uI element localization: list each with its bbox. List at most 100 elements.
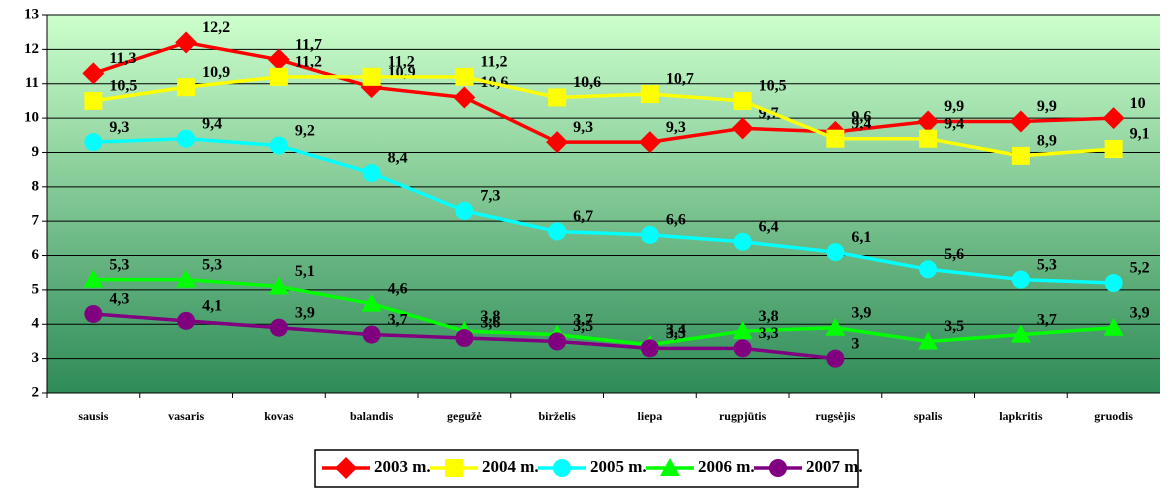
value-label: 10,5 [759, 78, 787, 95]
y-tick-label: 8 [32, 178, 40, 194]
point [546, 131, 569, 154]
x-tick-label: rugsėjis [815, 409, 855, 423]
value-label: 3,5 [944, 318, 964, 335]
point [269, 318, 288, 337]
y-tick-label: 3 [32, 350, 40, 366]
value-label: 12,2 [202, 19, 230, 36]
value-label: 4,6 [388, 280, 408, 297]
point [83, 269, 104, 288]
value-label: 3,7 [388, 311, 408, 328]
point [638, 131, 661, 154]
legend-label: 2005 m. [590, 457, 647, 476]
value-label: 11,2 [480, 54, 507, 71]
y-tick-label: 4 [32, 316, 40, 332]
value-label: 5,1 [295, 263, 315, 280]
value-label: 3 [851, 335, 859, 352]
point [918, 331, 939, 350]
point [919, 129, 938, 148]
point [82, 62, 105, 85]
point [268, 276, 289, 295]
legend-marker [553, 459, 571, 477]
point [177, 311, 196, 330]
value-label: 10,5 [109, 78, 137, 95]
y-tick-label: 7 [32, 213, 40, 229]
y-tick-label: 10 [24, 110, 39, 126]
point [1010, 324, 1031, 343]
point [733, 232, 752, 251]
point [453, 86, 476, 109]
point [176, 269, 197, 288]
y-tick-label: 6 [32, 247, 40, 263]
point [362, 67, 381, 86]
value-label: 11,7 [295, 36, 322, 53]
point [826, 243, 845, 262]
value-label: 9,6 [851, 109, 871, 126]
point [733, 91, 752, 110]
value-label: 3,5 [573, 318, 593, 335]
value-label: 3,9 [1130, 304, 1150, 321]
value-label: 11,2 [295, 54, 322, 71]
x-tick-label: balandis [350, 409, 394, 423]
value-label: 4,1 [202, 298, 222, 315]
value-label: 7,3 [480, 188, 500, 205]
point [1103, 317, 1124, 336]
value-label: 5,3 [202, 256, 222, 273]
point [455, 201, 474, 220]
value-label: 8,4 [388, 150, 408, 167]
legend-label: 2007 m. [806, 457, 863, 476]
point [640, 225, 659, 244]
value-label: 9,2 [295, 122, 315, 139]
point [269, 67, 288, 86]
legend-label: 2004 m. [482, 457, 539, 476]
x-tick-label: vasaris [168, 409, 204, 423]
value-label: 6,1 [851, 229, 871, 246]
value-label: 9,9 [1037, 98, 1057, 115]
point [267, 48, 290, 71]
point [548, 88, 567, 107]
value-label: 9,1 [1130, 126, 1150, 143]
point [826, 349, 845, 368]
value-label: 9,4 [202, 115, 222, 132]
point [1011, 146, 1030, 165]
value-label: 3,8 [480, 308, 500, 325]
y-tick-label: 2 [32, 384, 40, 400]
point [177, 129, 196, 148]
point [733, 339, 752, 358]
x-tick-label: gegužė [447, 409, 482, 423]
value-label: 5,2 [1130, 260, 1150, 277]
point [1104, 274, 1123, 293]
value-label: 9,3 [109, 119, 129, 136]
value-label: 3,4 [666, 322, 686, 339]
series-line [92, 40, 1114, 144]
point [361, 293, 382, 312]
legend-marker [660, 458, 680, 476]
value-label: 9,3 [666, 119, 686, 136]
point [917, 110, 940, 133]
legend-marker [445, 459, 463, 477]
value-label: 9,9 [944, 98, 964, 115]
point [362, 164, 381, 183]
point [1011, 270, 1030, 289]
value-label: 3,7 [1037, 311, 1057, 328]
value-label: 9,4 [944, 115, 964, 132]
legend-label: 2006 m. [698, 457, 755, 476]
series-line [93, 277, 1114, 347]
value-label: 3,7 [573, 311, 593, 328]
value-label: 11,2 [388, 54, 415, 71]
point [548, 332, 567, 351]
x-tick-label: birželis [538, 409, 576, 423]
value-label: 10,9 [202, 64, 230, 81]
point [177, 78, 196, 97]
x-tick-label: lapkritis [999, 409, 1043, 423]
point [825, 317, 846, 336]
point [640, 85, 659, 104]
point [84, 91, 103, 110]
y-tick-label: 9 [32, 144, 40, 160]
x-tick-label: kovas [264, 409, 294, 423]
point [269, 136, 288, 155]
value-label: 3,3 [759, 325, 779, 342]
value-label: 10,7 [666, 71, 694, 88]
value-label: 5,6 [944, 246, 964, 263]
value-label: 3,9 [295, 304, 315, 321]
